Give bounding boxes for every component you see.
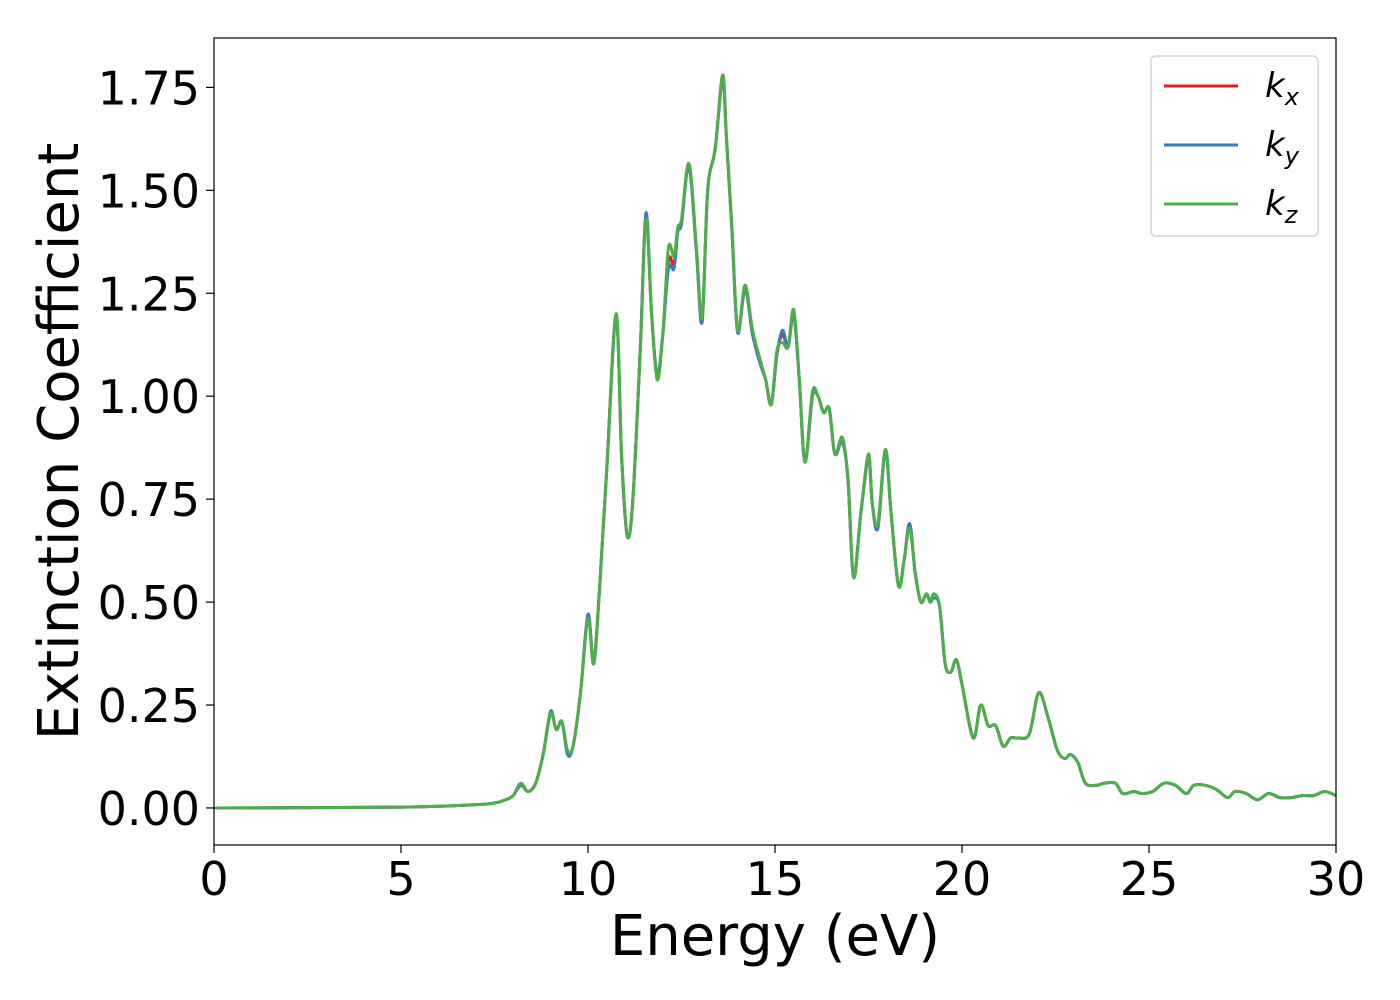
x-tick-label: 10	[559, 852, 618, 906]
y-tick-label: 1.00	[98, 370, 200, 424]
series-line-z	[214, 73, 1336, 810]
y-axis: 0.00 0.25 0.50 0.75 1.00 1.25 1.50 1.75	[98, 61, 214, 836]
x-axis: 0 5 10 15 20 25 30	[199, 845, 1365, 906]
y-tick-label: 1.25	[98, 267, 200, 321]
x-tick-label: 30	[1307, 852, 1366, 906]
plot-area	[214, 73, 1336, 810]
x-tick-label: 25	[1120, 852, 1179, 906]
y-tick-label: 1.75	[98, 61, 200, 115]
x-axis-label: Energy (eV)	[610, 904, 940, 969]
y-tick-label: 1.50	[98, 164, 200, 218]
y-axis-label: Extinction Coefficient	[27, 143, 92, 741]
y-tick-label: 0.25	[98, 679, 200, 733]
legend: kx ky kz	[1150, 55, 1319, 237]
y-tick-label: 0.50	[98, 576, 200, 630]
x-tick-label: 5	[386, 852, 415, 906]
legend-label-z: kz	[1265, 184, 1299, 229]
legend-label-y: ky	[1265, 125, 1300, 170]
legend-label-x: kx	[1265, 66, 1300, 111]
x-tick-label: 0	[199, 852, 228, 906]
y-tick-label: 0.00	[98, 782, 200, 836]
x-tick-label: 20	[933, 852, 992, 906]
x-tick-label: 15	[746, 852, 805, 906]
y-tick-label: 0.75	[98, 473, 200, 527]
